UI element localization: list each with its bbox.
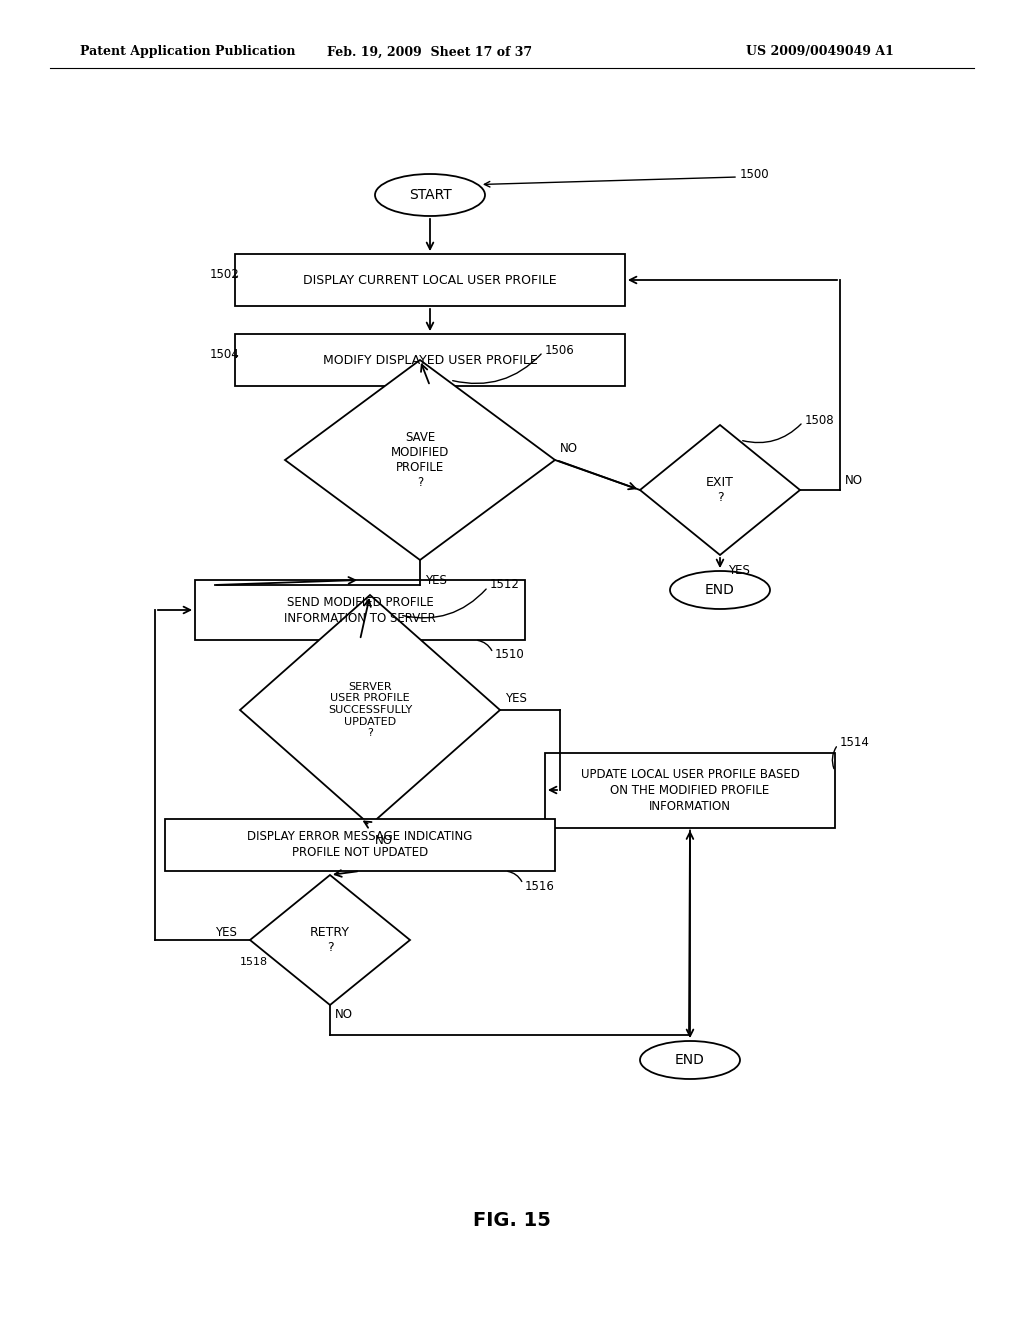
Bar <box>195 579 525 640</box>
Text: 1514: 1514 <box>840 737 869 748</box>
Text: 1504: 1504 <box>210 348 240 362</box>
Text: SERVER
USER PROFILE
SUCCESSFULLY
UPDATED
?: SERVER USER PROFILE SUCCESSFULLY UPDATED… <box>328 682 412 738</box>
Text: 1516: 1516 <box>525 879 555 892</box>
Polygon shape <box>285 360 555 560</box>
Bar <box>234 334 625 385</box>
Text: DISPLAY CURRENT LOCAL USER PROFILE: DISPLAY CURRENT LOCAL USER PROFILE <box>303 273 557 286</box>
Bar <box>545 752 835 828</box>
Text: Patent Application Publication: Patent Application Publication <box>80 45 296 58</box>
Text: YES: YES <box>425 573 446 586</box>
Text: DISPLAY ERROR MESSAGE INDICATING
PROFILE NOT UPDATED: DISPLAY ERROR MESSAGE INDICATING PROFILE… <box>248 830 473 859</box>
Ellipse shape <box>670 572 770 609</box>
Text: YES: YES <box>505 692 527 705</box>
Text: NO: NO <box>335 1008 353 1022</box>
Text: NO: NO <box>375 833 393 846</box>
Text: SEND MODIFIED PROFILE
INFORMATION TO SERVER: SEND MODIFIED PROFILE INFORMATION TO SER… <box>284 595 436 624</box>
Text: FIG. 15: FIG. 15 <box>473 1210 551 1229</box>
Text: YES: YES <box>728 564 750 577</box>
Bar <box>234 253 625 306</box>
Text: NO: NO <box>560 441 578 454</box>
Text: MODIFY DISPLAYED USER PROFILE: MODIFY DISPLAYED USER PROFILE <box>323 354 538 367</box>
Text: RETRY
?: RETRY ? <box>310 927 350 954</box>
Text: END: END <box>675 1053 705 1067</box>
Text: 1512: 1512 <box>490 578 520 591</box>
Polygon shape <box>640 425 800 554</box>
Text: START: START <box>409 187 452 202</box>
Text: 1500: 1500 <box>740 169 770 181</box>
Text: 1508: 1508 <box>805 413 835 426</box>
Ellipse shape <box>375 174 485 216</box>
Text: 1510: 1510 <box>495 648 524 661</box>
Polygon shape <box>250 875 410 1005</box>
Text: Feb. 19, 2009  Sheet 17 of 37: Feb. 19, 2009 Sheet 17 of 37 <box>328 45 532 58</box>
Ellipse shape <box>640 1041 740 1078</box>
Text: END: END <box>706 583 735 597</box>
Text: US 2009/0049049 A1: US 2009/0049049 A1 <box>746 45 894 58</box>
Text: 1506: 1506 <box>545 343 574 356</box>
Text: YES: YES <box>215 925 237 939</box>
Text: UPDATE LOCAL USER PROFILE BASED
ON THE MODIFIED PROFILE
INFORMATION: UPDATE LOCAL USER PROFILE BASED ON THE M… <box>581 767 800 813</box>
Text: SAVE
MODIFIED
PROFILE
?: SAVE MODIFIED PROFILE ? <box>391 432 450 488</box>
Polygon shape <box>240 595 500 825</box>
Text: EXIT
?: EXIT ? <box>707 477 734 504</box>
Bar <box>165 818 555 871</box>
Text: 1518: 1518 <box>240 957 268 968</box>
Text: 1502: 1502 <box>210 268 240 281</box>
Text: NO: NO <box>845 474 863 487</box>
